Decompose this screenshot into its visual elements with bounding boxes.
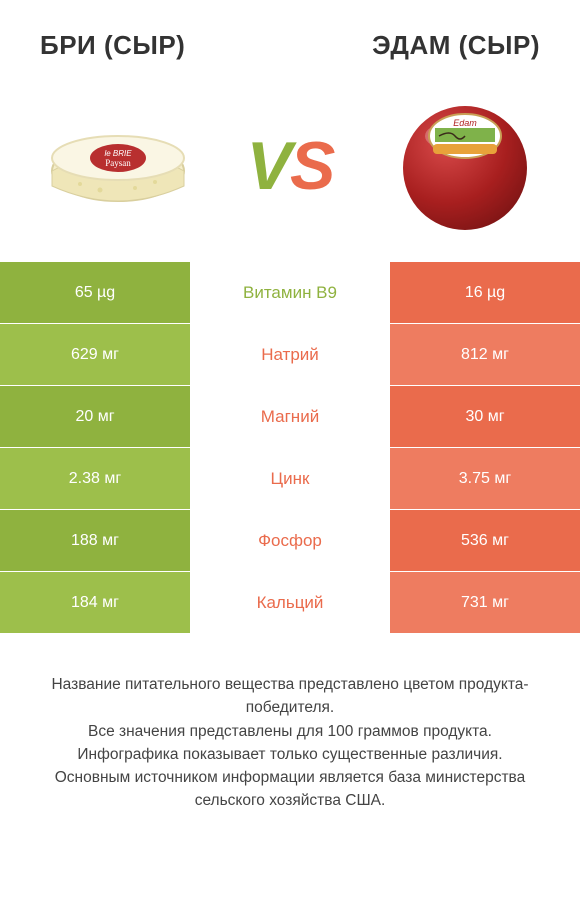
title-left: БРИ (СЫР) (40, 30, 185, 61)
nutrient-table: 65 µgВитамин B916 µg629 мгНатрий812 мг20… (0, 261, 580, 633)
table-row: 20 мгМагний30 мг (0, 385, 580, 447)
title-right: ЭДАМ (СЫР) (372, 30, 540, 61)
nutrient-label: Фосфор (190, 510, 390, 571)
svg-text:Paysan: Paysan (105, 158, 131, 168)
right-value: 536 мг (390, 510, 580, 571)
right-value: 30 мг (390, 386, 580, 447)
footer-text: Название питательного вещества представл… (0, 633, 580, 813)
vs-label: VS (247, 127, 334, 205)
vs-s: S (290, 128, 333, 204)
left-value: 20 мг (0, 386, 190, 447)
edam-icon: Edam (395, 96, 535, 236)
edam-image: Edam (390, 101, 540, 231)
nutrient-label: Натрий (190, 324, 390, 385)
svg-text:le BRIE: le BRIE (104, 149, 132, 158)
table-row: 184 мгКальций731 мг (0, 571, 580, 633)
left-value: 2.38 мг (0, 448, 190, 509)
vs-v: V (247, 128, 290, 204)
nutrient-label: Кальций (190, 572, 390, 633)
footer-line: Инфографика показывает только существенн… (28, 743, 552, 766)
footer-line: Название питательного вещества представл… (28, 673, 552, 720)
images-row: le BRIE Paysan VS Edam (0, 81, 580, 261)
brie-image: le BRIE Paysan (40, 101, 190, 231)
nutrient-label: Цинк (190, 448, 390, 509)
right-value: 731 мг (390, 572, 580, 633)
left-value: 629 мг (0, 324, 190, 385)
footer-line: Все значения представлены для 100 граммо… (28, 720, 552, 743)
table-row: 2.38 мгЦинк3.75 мг (0, 447, 580, 509)
brie-icon: le BRIE Paysan (40, 116, 190, 216)
table-row: 188 мгФосфор536 мг (0, 509, 580, 571)
nutrient-label: Витамин B9 (190, 262, 390, 323)
footer-line: Основным источником информации является … (28, 766, 552, 813)
right-value: 812 мг (390, 324, 580, 385)
table-row: 65 µgВитамин B916 µg (0, 261, 580, 323)
left-value: 188 мг (0, 510, 190, 571)
table-row: 629 мгНатрий812 мг (0, 323, 580, 385)
left-value: 65 µg (0, 262, 190, 323)
right-value: 3.75 мг (390, 448, 580, 509)
svg-text:Edam: Edam (453, 118, 477, 128)
left-value: 184 мг (0, 572, 190, 633)
header-row: БРИ (СЫР) ЭДАМ (СЫР) (0, 0, 580, 81)
nutrient-label: Магний (190, 386, 390, 447)
right-value: 16 µg (390, 262, 580, 323)
